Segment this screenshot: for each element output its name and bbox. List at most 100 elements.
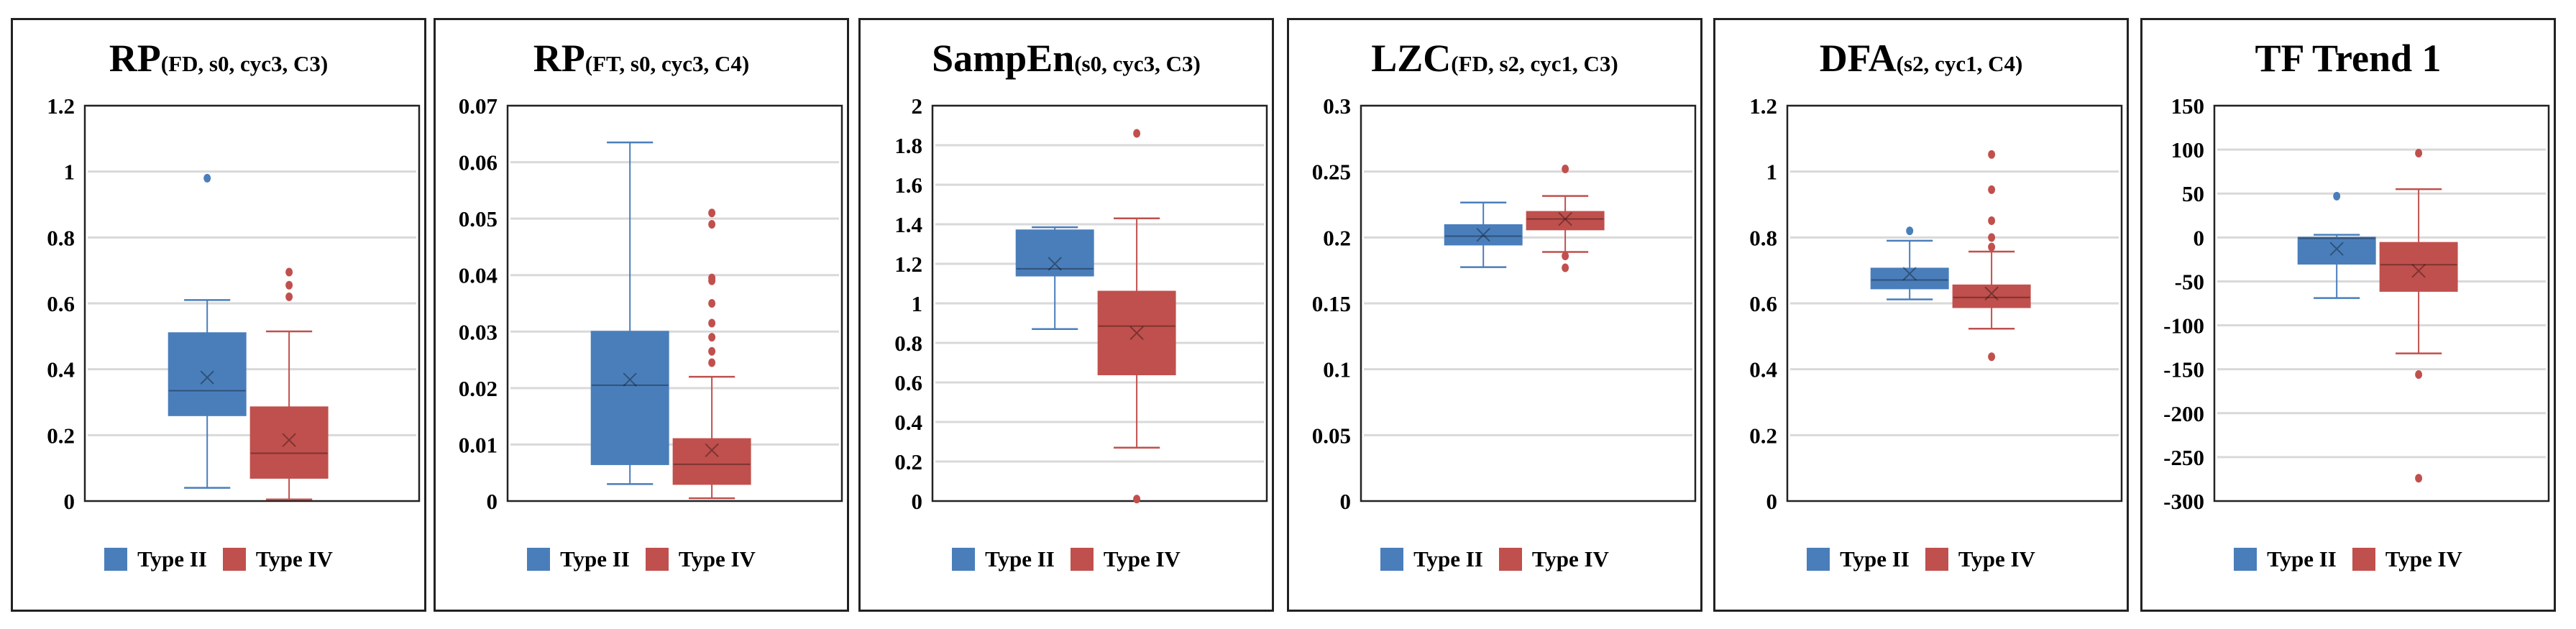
chart-title-subscript: (FT, s0, cyc3, C4) bbox=[585, 51, 750, 76]
legend-item-type-iv: Type IV bbox=[1070, 546, 1181, 572]
outlier-point bbox=[708, 346, 716, 356]
y-tick-label: 0 bbox=[64, 489, 75, 514]
legend-swatch-type-ii bbox=[952, 548, 976, 571]
box-type-iv bbox=[1097, 129, 1176, 504]
y-tick-label: 0.2 bbox=[894, 449, 922, 474]
outlier-point bbox=[708, 358, 716, 367]
y-tick-label: 0.6 bbox=[47, 291, 75, 316]
chart-title-main: TF Trend 1 bbox=[2255, 37, 2442, 80]
outlier-point bbox=[203, 173, 211, 183]
mean-marker bbox=[2411, 264, 2426, 278]
y-tick-label: 0.04 bbox=[459, 263, 498, 288]
outlier-point bbox=[708, 333, 716, 342]
box-plot: 0 0.05 0.1 0.15 0.2 0.25 0.3 bbox=[1312, 93, 1697, 514]
mean-marker bbox=[623, 372, 637, 387]
chart-title-subscript: (FD, s0, cyc3, C3) bbox=[160, 51, 329, 76]
y-tick-label: 0.07 bbox=[459, 93, 498, 119]
y-tick-label: -100 bbox=[2163, 313, 2204, 339]
box-type-iv bbox=[249, 267, 329, 500]
iqr-box bbox=[2379, 242, 2458, 292]
chart-title-subscript: (s0, cyc3, C3) bbox=[1074, 51, 1201, 76]
legend-swatch-type-iv bbox=[1498, 548, 1522, 571]
mean-marker bbox=[1558, 211, 1572, 226]
y-tick-label: 0 bbox=[912, 489, 923, 514]
y-tick-label: 0.25 bbox=[1312, 160, 1351, 185]
chart-title-main: SampEn bbox=[932, 37, 1075, 80]
mean-marker bbox=[282, 433, 296, 447]
y-tick-label: 0.2 bbox=[1323, 225, 1351, 250]
y-tick-label: 1.6 bbox=[894, 173, 922, 198]
legend-item-type-iv: Type IV bbox=[2352, 546, 2462, 572]
box-type-ii bbox=[1444, 201, 1523, 268]
iqr-box bbox=[1015, 229, 1094, 277]
mean-marker bbox=[1984, 286, 1999, 300]
y-tick-label: 100 bbox=[2171, 137, 2205, 162]
plot-area-border bbox=[931, 104, 1268, 502]
y-tick-label: -300 bbox=[2163, 489, 2204, 514]
legend-label: Type II bbox=[2267, 546, 2337, 571]
chart-title-main: RP bbox=[533, 37, 585, 80]
outlier-point bbox=[2333, 191, 2341, 201]
y-tick-label: -50 bbox=[2175, 269, 2204, 294]
box-plot: 0 0.01 0.02 0.03 0.04 0.05 0.06 0.07 bbox=[459, 93, 843, 514]
outlier-point bbox=[1133, 495, 1141, 504]
chart-panel: LZC(FD, s2, cyc1, C3) 0 0.05 0.1 0.15 0.2 0.2… bbox=[1287, 18, 1702, 612]
chart-panel: RP(FD, s0, cyc3, C3) 0 0.2 0.4 0.6 0.8 1 1.2 T… bbox=[11, 18, 426, 612]
outlier-point bbox=[1988, 150, 1996, 159]
chart-title: LZC(FD, s2, cyc1, C3) bbox=[1289, 36, 1700, 81]
box-plot: 0 0.2 0.4 0.6 0.8 1 1.2 1.4 1.6 1.8 2 bbox=[894, 93, 1268, 514]
chart-title: RP(FT, s0, cyc3, C4) bbox=[436, 36, 847, 81]
legend-swatch-type-ii bbox=[527, 548, 551, 571]
mean-marker bbox=[1048, 257, 1062, 271]
iqr-box bbox=[1952, 284, 2031, 308]
chart-panel: TF Trend 1 -300 -250 -200 -150 -100 -50 0 50 100… bbox=[2140, 18, 2556, 612]
mean-marker bbox=[1129, 326, 1144, 340]
y-tick-label: 0.6 bbox=[1749, 291, 1777, 316]
legend-swatch-type-ii bbox=[1380, 548, 1404, 571]
legend-item-type-ii: Type II bbox=[952, 546, 1055, 572]
y-tick-label: 1.8 bbox=[894, 133, 922, 158]
plot-area-border bbox=[506, 104, 843, 502]
legend-label: Type II bbox=[560, 546, 630, 571]
y-tick-label: 0.06 bbox=[459, 150, 498, 175]
mean-marker bbox=[2329, 242, 2344, 256]
legend-item-type-ii: Type II bbox=[1807, 546, 1910, 572]
y-tick-label: 0.03 bbox=[459, 319, 498, 344]
outlier-point bbox=[285, 267, 293, 277]
y-tick-label: 1.2 bbox=[894, 252, 922, 277]
outlier-point bbox=[1988, 233, 1996, 242]
legend: Type II Type IV bbox=[1715, 546, 2127, 572]
y-tick-label: -150 bbox=[2163, 357, 2204, 382]
y-tick-label: 1.2 bbox=[47, 93, 75, 119]
y-tick-label: 1 bbox=[64, 160, 75, 185]
outlier-point bbox=[708, 208, 716, 218]
legend-item-type-iv: Type IV bbox=[1925, 546, 2035, 572]
chart-title: RP(FD, s0, cyc3, C3) bbox=[13, 36, 424, 81]
outlier-point bbox=[1133, 129, 1141, 138]
y-tick-label: 50 bbox=[2182, 181, 2204, 206]
outlier-point bbox=[1562, 165, 1569, 173]
y-tick-label: 0.6 bbox=[894, 370, 922, 395]
outlier-point bbox=[1906, 226, 1914, 236]
box-type-ii bbox=[168, 173, 247, 489]
y-tick-label: 0.02 bbox=[459, 376, 498, 401]
box-type-ii bbox=[590, 141, 669, 485]
outlier-point bbox=[1562, 263, 1569, 272]
iqr-box bbox=[249, 406, 329, 479]
y-tick-label: -200 bbox=[2163, 401, 2204, 426]
y-tick-label: 1.4 bbox=[894, 212, 922, 237]
y-tick-label: 0.8 bbox=[1749, 225, 1777, 250]
legend-label: Type II bbox=[1840, 546, 1910, 571]
plot-area-border bbox=[2213, 104, 2550, 502]
iqr-box bbox=[168, 332, 247, 416]
legend-swatch-type-ii bbox=[2234, 548, 2258, 571]
legend-item-type-iv: Type IV bbox=[645, 546, 756, 572]
outlier-point bbox=[1988, 242, 1996, 252]
y-tick-label: 1 bbox=[912, 291, 923, 316]
iqr-box bbox=[2297, 237, 2376, 265]
y-tick-label: 0.01 bbox=[459, 432, 498, 457]
y-tick-label: 0.1 bbox=[1323, 357, 1351, 382]
plot-area-border bbox=[1786, 104, 2123, 502]
y-tick-label: 0 bbox=[487, 489, 498, 514]
chart-panel: RP(FT, s0, cyc3, C4) 0 0.01 0.02 0.03 0.04 0.… bbox=[434, 18, 849, 612]
